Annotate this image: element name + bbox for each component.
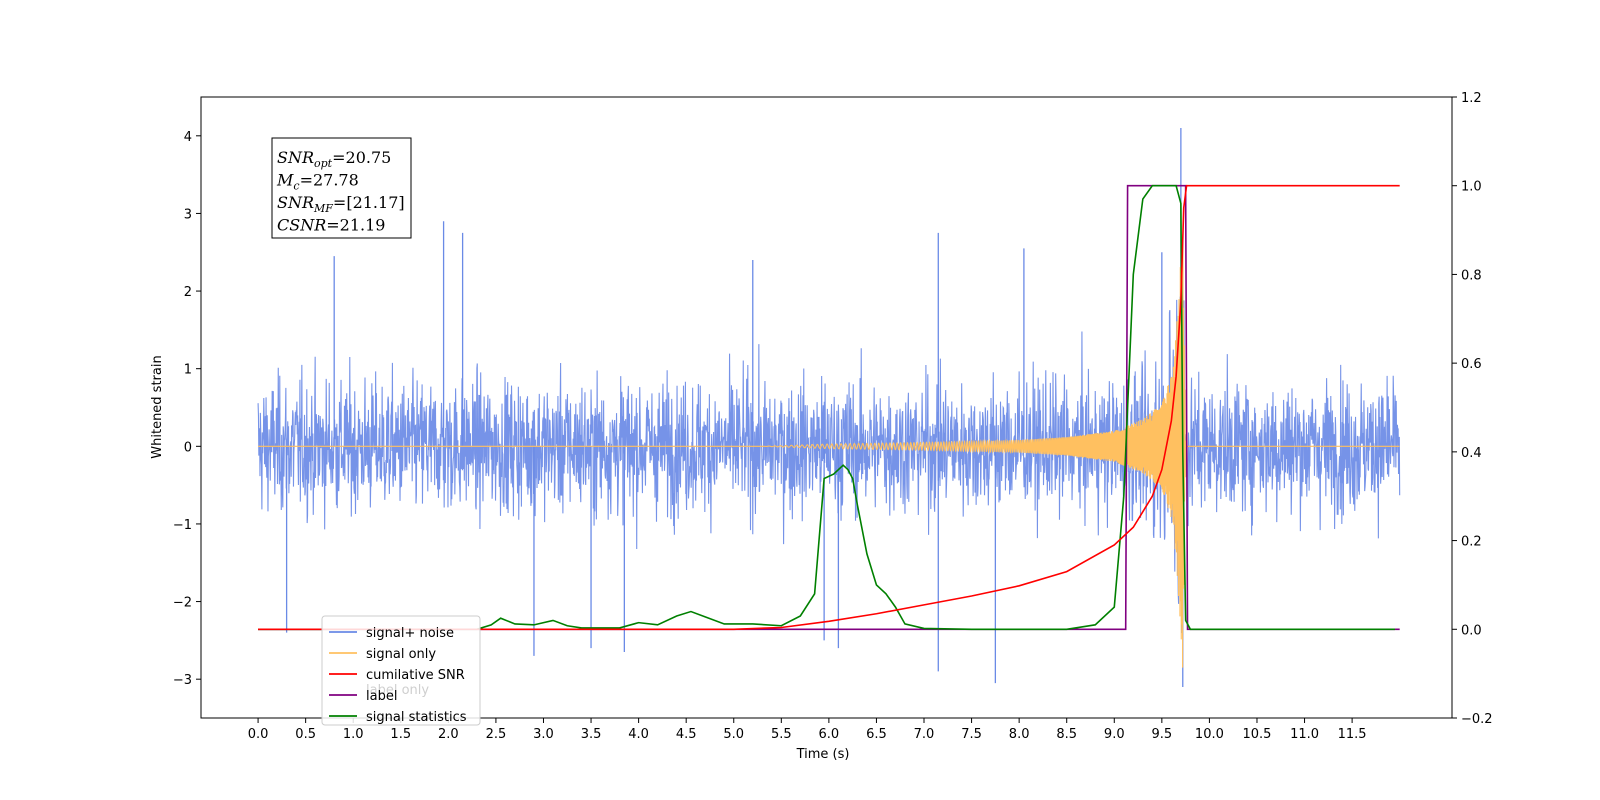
x-tick-label: 10.5 [1243, 727, 1272, 742]
x-tick-label: 3.0 [533, 727, 554, 742]
series-line-cumilative-snr [258, 184, 1400, 631]
x-axis: 0.0 0.5 1.0 1.5 2.0 2.5 3.0 3.5 4.0 4.5 5.0 5.5 6.0 6… [248, 718, 1367, 742]
y-tick-label: 2 [184, 285, 192, 300]
x-tick-label: 1.5 [390, 727, 411, 742]
y-tick-label: −1 [173, 518, 192, 533]
series-line-signal-noise [257, 296, 1401, 634]
stats-box-frame [271, 137, 412, 239]
y-tick-label: 0 [184, 440, 192, 455]
y2-tick-label: 1.2 [1461, 91, 1482, 106]
stats-lines: SNRopt=20.75Mc=27.78SNRMF=[21.17]CSNR=21… [276, 148, 405, 235]
x-tick-label: 0.0 [248, 727, 269, 742]
y2-tick-label: 1.0 [1461, 180, 1482, 195]
x-tick-label: 1.0 [343, 727, 364, 742]
stats-line: Mc=27.78 [276, 171, 359, 193]
y2-tick-label: 0.6 [1461, 357, 1482, 372]
x-tick-label: 8.5 [1056, 727, 1077, 742]
x-tick-label: 6.5 [866, 727, 887, 742]
series-layer [257, 128, 1401, 687]
y2-tick-label: 0.2 [1461, 535, 1482, 550]
x-tick-label: 10.0 [1195, 727, 1224, 742]
x-tick-label: 2.0 [438, 727, 459, 742]
x-tick-label: 11.5 [1338, 727, 1367, 742]
y-axis-label: Whitened strain [150, 355, 165, 458]
stats-line: CSNR=21.19 [277, 216, 385, 235]
stats-line: SNRopt=20.75 [277, 148, 391, 170]
x-tick-label: 9.0 [1104, 727, 1125, 742]
y2-tick-label: 0.0 [1461, 623, 1482, 638]
x-tick-label: 0.5 [295, 727, 316, 742]
legend-label: signal statistics [366, 710, 467, 725]
y2-tick-label: −0.2 [1461, 712, 1493, 727]
legend-overlap-text: label only [366, 683, 429, 698]
y-axis-right: −0.2 0.0 0.2 0.4 0.6 0.8 1.0 1.2 [1452, 91, 1493, 727]
x-tick-label: 3.5 [581, 727, 602, 742]
y2-tick-label: 0.8 [1461, 268, 1482, 283]
x-tick-label: 2.5 [486, 727, 507, 742]
legend: label only signal+ noise signal only cumil… [321, 615, 481, 726]
plot-frame [200, 96, 1453, 719]
x-tick-label: 6.0 [819, 727, 840, 742]
x-tick-label: 7.0 [914, 727, 935, 742]
y2-tick-label: 0.4 [1461, 446, 1482, 461]
x-tick-label: 4.0 [628, 727, 649, 742]
series-line-signal-statistics [258, 184, 1395, 631]
y-tick-label: 3 [184, 207, 192, 222]
y-tick-label: −2 [173, 596, 192, 611]
stats-annotation-box: SNRopt=20.75Mc=27.78SNRMF=[21.17]CSNR=21… [271, 137, 412, 239]
y-axis-left: −3 −2 −1 0 1 2 3 4 [173, 130, 201, 688]
legend-frame [321, 615, 481, 726]
x-tick-label: 7.5 [961, 727, 982, 742]
x-axis-label: Time (s) [796, 747, 850, 762]
x-tick-label: 5.5 [771, 727, 792, 742]
y-tick-label: −3 [173, 673, 192, 688]
x-tick-label: 5.0 [723, 727, 744, 742]
legend-label: cumilative SNR [366, 668, 465, 683]
y-tick-label: 4 [184, 130, 192, 145]
x-tick-label: 9.5 [1152, 727, 1173, 742]
legend-label: signal only [366, 647, 436, 662]
legend-label: label [366, 689, 397, 704]
legend-label: signal+ noise [366, 626, 454, 641]
series-line-signal-only [258, 234, 1400, 668]
stats-line: SNRMF=[21.17] [277, 193, 405, 215]
x-tick-label: 8.0 [1009, 727, 1030, 742]
y-tick-label: 1 [184, 363, 192, 378]
x-tick-label: 11.0 [1290, 727, 1319, 742]
x-tick-label: 4.5 [676, 727, 697, 742]
